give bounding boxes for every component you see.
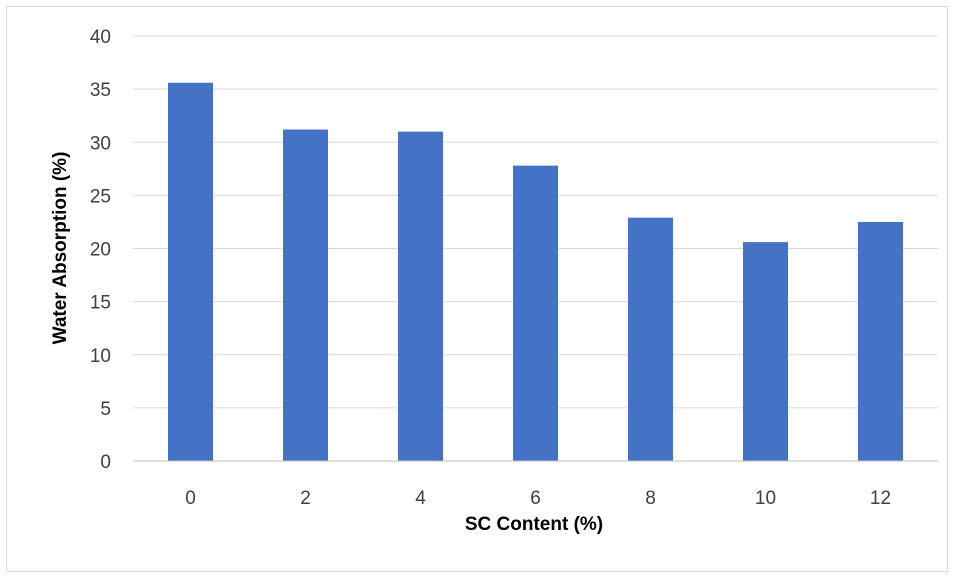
y-tick-label: 5 <box>100 399 111 420</box>
x-axis-title: SC Content (%) <box>465 514 603 535</box>
bars <box>168 82 903 461</box>
bar-4 <box>398 131 443 461</box>
y-tick-labels: 0 5 10 15 20 25 30 35 40 <box>90 27 111 473</box>
x-tick-label: 6 <box>530 488 541 509</box>
y-tick-label: 30 <box>90 133 111 154</box>
x-tick-label: 0 <box>185 488 196 509</box>
x-tick-labels: 0 2 4 6 8 10 12 <box>185 488 891 509</box>
x-tick-label: 4 <box>415 488 426 509</box>
bar-0 <box>168 82 213 461</box>
y-tick-label: 35 <box>90 80 111 101</box>
y-tick-label: 40 <box>90 27 111 48</box>
y-tick-label: 20 <box>90 240 111 261</box>
x-tick-label: 12 <box>870 488 891 509</box>
x-tick-label: 2 <box>300 488 311 509</box>
bar-6 <box>513 165 558 461</box>
y-tick-label: 25 <box>90 186 111 207</box>
y-tick-label: 10 <box>90 346 111 367</box>
x-tick-label: 10 <box>755 488 776 509</box>
bar-2 <box>283 129 328 461</box>
bar-8 <box>628 217 673 461</box>
bar-10 <box>743 242 788 461</box>
bar-12 <box>858 221 903 461</box>
y-tick-label: 0 <box>100 452 111 473</box>
x-tick-label: 8 <box>645 488 656 509</box>
y-tick-label: 15 <box>90 293 111 314</box>
chart-frame <box>6 6 948 572</box>
y-axis-title: Water Absorption (%) <box>50 152 71 345</box>
